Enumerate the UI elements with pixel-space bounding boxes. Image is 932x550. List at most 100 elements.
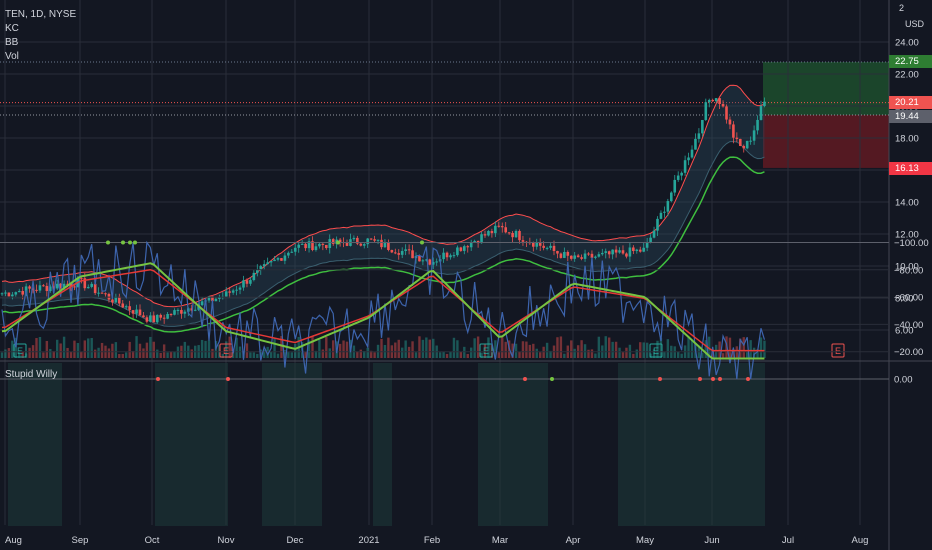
svg-text:E: E	[483, 346, 489, 356]
volume-bar	[659, 338, 663, 358]
volume-bar	[739, 338, 742, 358]
price-tick-label: 8.00	[895, 294, 914, 305]
time-tick-label: Dec	[287, 535, 304, 546]
volume-bar	[425, 337, 428, 358]
candle-body	[142, 315, 145, 318]
signal-zone	[618, 363, 655, 526]
candle-body	[718, 98, 721, 105]
candle-body	[442, 252, 445, 260]
candle-body	[425, 259, 428, 261]
candle-body	[373, 239, 376, 241]
volume-bar	[635, 349, 638, 358]
volume-bar	[407, 346, 411, 358]
candle-body	[601, 252, 604, 255]
candle-body	[211, 296, 214, 302]
candle-body	[262, 264, 266, 267]
volume-bar	[611, 341, 614, 358]
volume-bar	[118, 353, 121, 358]
candle-body	[504, 227, 507, 233]
candle-body	[249, 280, 252, 284]
osc-tick-label: −100.00	[894, 238, 929, 249]
candle-body	[680, 172, 683, 176]
volume-bar	[483, 343, 487, 358]
candle-body	[711, 99, 714, 102]
earnings-marker: E	[831, 343, 845, 358]
candle-body	[300, 243, 304, 245]
volume-bar	[649, 353, 652, 358]
volume-bar	[125, 352, 128, 358]
candle-body	[31, 288, 35, 290]
signal-dot	[658, 377, 662, 381]
time-tick-label: Nov	[218, 535, 235, 546]
candle-body	[359, 243, 363, 246]
candle-body	[256, 269, 259, 273]
volume-bar	[256, 353, 259, 358]
volume-bar	[311, 336, 314, 358]
candle-body	[269, 261, 273, 263]
volume-bar	[166, 352, 169, 358]
candle-body	[673, 179, 677, 193]
signal-zone	[8, 363, 62, 526]
candle-body	[642, 247, 645, 252]
candle-body	[545, 247, 549, 249]
candle-body	[273, 259, 276, 262]
candle-body	[383, 242, 387, 248]
price-tick-label: 12.00	[895, 230, 919, 241]
volume-bar	[138, 343, 142, 358]
candle-body	[604, 251, 608, 253]
volume-bar	[145, 342, 149, 358]
candle-body	[59, 283, 62, 289]
candle-body	[228, 291, 231, 293]
candle-body	[0, 293, 4, 295]
volume-bar	[742, 337, 745, 358]
volume-bar	[497, 352, 500, 358]
volume-bar	[90, 338, 93, 358]
candle-body	[469, 242, 473, 248]
volume-bar	[66, 347, 69, 358]
candle-body	[597, 254, 601, 257]
candle-body	[307, 241, 311, 249]
volume-bar	[532, 343, 535, 358]
candle-body	[500, 226, 504, 228]
svg-text:E: E	[653, 346, 659, 356]
volume-bar	[711, 352, 714, 358]
volume-bar	[545, 342, 549, 358]
candle-body	[352, 237, 356, 240]
volume-bar	[159, 352, 162, 358]
candle-body	[7, 292, 11, 297]
candle-body	[362, 244, 366, 246]
candle-body	[473, 240, 476, 243]
volume-bar	[290, 352, 293, 358]
candle-body	[618, 250, 621, 253]
price-tick-label: 22.00	[895, 70, 919, 81]
volume-bar	[100, 342, 104, 358]
volume-bar	[539, 352, 542, 358]
volume-bar	[359, 349, 362, 358]
volume-bar	[200, 339, 204, 358]
candle-body	[514, 230, 518, 238]
volume-bar	[580, 340, 583, 358]
volume-bar	[18, 349, 21, 358]
signal-dot	[156, 377, 160, 381]
candle-body	[356, 237, 359, 244]
candle-body	[4, 292, 7, 294]
candle-body	[566, 251, 570, 256]
candle-body	[245, 280, 249, 284]
candle-body	[580, 257, 583, 259]
candle-body	[576, 255, 580, 258]
signal-dot	[550, 377, 554, 381]
time-tick-label: Apr	[566, 535, 581, 546]
candle-body	[293, 247, 297, 252]
candle-body	[694, 138, 697, 150]
candle-body	[656, 218, 659, 231]
volume-bar	[59, 343, 62, 358]
osc-tick-label: 0.00	[894, 375, 913, 386]
volume-bar	[204, 340, 207, 358]
volume-bar	[0, 352, 4, 358]
candle-body	[452, 255, 456, 257]
candle-body	[17, 291, 21, 293]
osc-tick-label: −60.00	[894, 293, 923, 304]
signal-zone	[373, 363, 392, 526]
volume-bar	[152, 341, 155, 358]
